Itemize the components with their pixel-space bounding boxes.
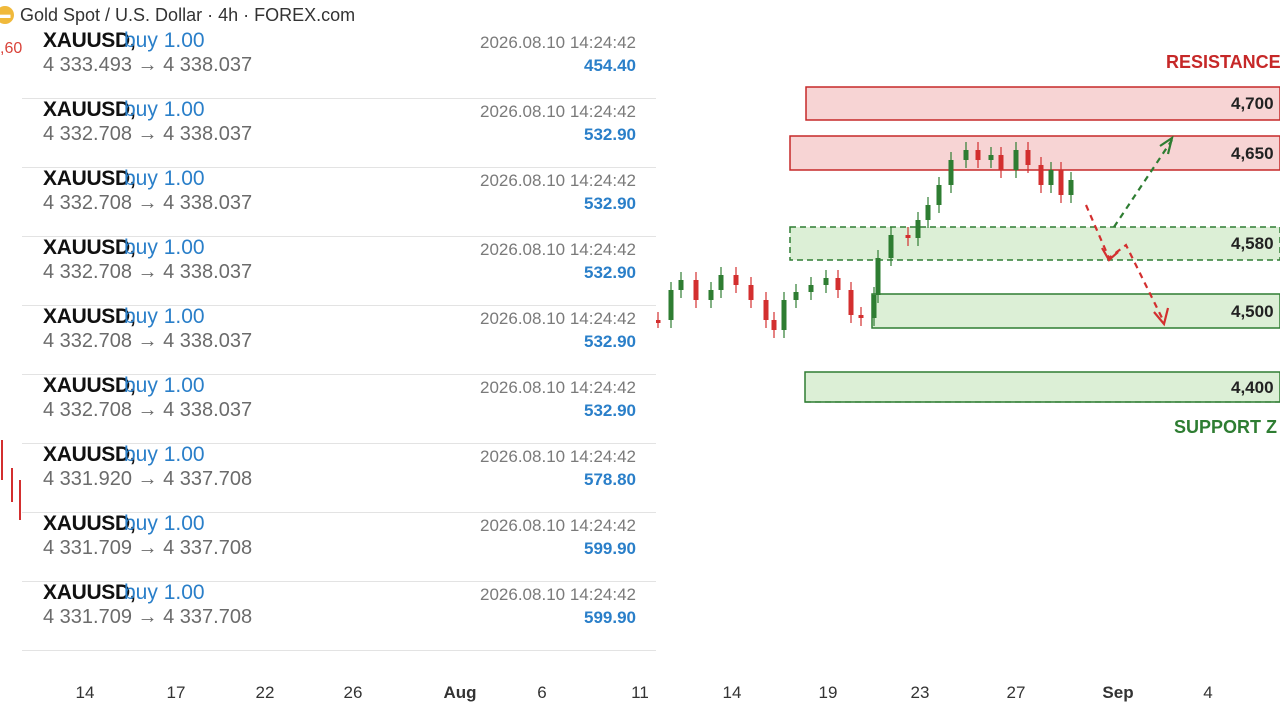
- trade-profit: 532.90: [584, 332, 636, 351]
- support-zone-label: SUPPORT Z: [1174, 417, 1278, 437]
- trade-time: 2026.08.10 14:24:42: [480, 447, 636, 466]
- trade-row[interactable]: XAUUSD, buy 1.00 4 332.708 → 4 338.037 2026…: [22, 167, 656, 237]
- trade-prices: 4 331.709 → 4 337.708: [43, 537, 253, 559]
- date-tick: 11: [631, 683, 649, 702]
- trade-side: buy 1.00: [124, 374, 205, 397]
- date-tick: 14: [75, 683, 95, 702]
- trade-time: 2026.08.10 14:24:42: [480, 240, 636, 259]
- date-tick: 14: [722, 683, 742, 702]
- trade-list: XAUUSD, buy 1.00 4 333.493 → 4 338.037 2026…: [22, 29, 656, 651]
- trade-time: 2026.08.10 14:24:42: [480, 171, 636, 190]
- level-4580: 4,580: [1231, 234, 1274, 253]
- support-zone-4500: [871, 293, 1280, 329]
- date-tick: 23: [910, 683, 930, 702]
- bullish-projection-arrow: [1113, 135, 1174, 228]
- trade-symbol: XAUUSD,: [43, 167, 136, 190]
- trade-prices: 4 332.708 → 4 338.037: [43, 261, 253, 283]
- date-tick: 17: [166, 683, 186, 702]
- trade-time: 2026.08.10 14:24:42: [480, 378, 636, 397]
- trade-symbol: XAUUSD,: [43, 305, 136, 328]
- trade-profit: 532.90: [584, 263, 636, 282]
- trade-prices: 4 333.493 → 4 338.037: [43, 54, 253, 76]
- trade-symbol: XAUUSD,: [43, 29, 136, 52]
- trade-time: 2026.08.10 14:24:42: [480, 102, 636, 121]
- price-chart[interactable]: [656, 0, 1280, 680]
- trade-symbol: XAUUSD,: [43, 98, 136, 121]
- trade-side: buy 1.00: [124, 29, 205, 52]
- bearish-projection-arrow: [1084, 204, 1170, 327]
- trade-row[interactable]: XAUUSD, buy 1.00 4 331.920 → 4 337.708 2026…: [22, 443, 656, 513]
- date-tick: 26: [343, 683, 363, 702]
- date-tick: 27: [1006, 683, 1026, 702]
- support-zone-4580: [789, 226, 1280, 261]
- trade-profit: 532.90: [584, 125, 636, 144]
- trade-row[interactable]: XAUUSD, buy 1.00 4 331.709 → 4 337.708 2026…: [22, 581, 656, 651]
- trade-profit: 599.90: [584, 539, 636, 558]
- date-tick: Sep: [1102, 683, 1134, 702]
- trade-side: buy 1.00: [124, 512, 205, 535]
- trade-time: 2026.08.10 14:24:42: [480, 33, 636, 52]
- resistance-zone-4700: [805, 86, 1280, 121]
- trade-symbol: XAUUSD,: [43, 374, 136, 397]
- trade-prices: 4 332.708 → 4 338.037: [43, 330, 253, 352]
- date-tick: 22: [255, 683, 275, 702]
- trade-profit: 599.90: [584, 608, 636, 627]
- trade-time: 2026.08.10 14:24:42: [480, 585, 636, 604]
- trade-prices: 4 332.708 → 4 338.037: [43, 399, 253, 421]
- trade-profit: 454.40: [584, 56, 636, 75]
- trade-time: 2026.08.10 14:24:42: [480, 516, 636, 535]
- level-4400: 4,400: [1231, 378, 1274, 397]
- trade-profit: 578.80: [584, 470, 636, 489]
- support-zone-4400: [804, 371, 1280, 403]
- trade-side: buy 1.00: [124, 305, 205, 328]
- resistance-zone-4650: [789, 135, 1280, 171]
- trade-row[interactable]: XAUUSD, buy 1.00 4 332.708 → 4 338.037 2026…: [22, 305, 656, 375]
- trade-time: 2026.08.10 14:24:42: [480, 309, 636, 328]
- trade-prices: 4 331.709 → 4 337.708: [43, 606, 253, 628]
- trade-prices: 4 332.708 → 4 338.037: [43, 192, 253, 214]
- trade-side: buy 1.00: [124, 167, 205, 190]
- level-4500: 4,500: [1231, 302, 1274, 321]
- gold-coin-icon: ▬: [0, 6, 14, 24]
- date-tick: 6: [537, 683, 547, 702]
- left-candle-fragment: [1, 440, 21, 520]
- trade-row[interactable]: XAUUSD, buy 1.00 4 332.708 → 4 338.037 2026…: [22, 98, 656, 168]
- trade-row[interactable]: XAUUSD, buy 1.00 4 333.493 → 4 338.037 2026…: [22, 29, 656, 99]
- resistance-zone-label: RESISTANCE Z: [1166, 52, 1280, 72]
- trade-symbol: XAUUSD,: [43, 581, 136, 604]
- trade-symbol: XAUUSD,: [43, 512, 136, 535]
- trade-row[interactable]: XAUUSD, buy 1.00 4 332.708 → 4 338.037 2026…: [22, 374, 656, 444]
- trade-profit: 532.90: [584, 194, 636, 213]
- trade-side: buy 1.00: [124, 581, 205, 604]
- trade-symbol: XAUUSD,: [43, 443, 136, 466]
- chart-header: ▬ Gold Spot / U.S. Dollar · 4h · FOREX.c…: [0, 0, 355, 30]
- trade-symbol: XAUUSD,: [43, 236, 136, 259]
- date-axis: 14 17 22 26 Aug 6 11 14 19 23 27 Sep 4: [0, 680, 1280, 710]
- chart-title: Gold Spot / U.S. Dollar · 4h · FOREX.com: [20, 4, 356, 25]
- level-4650: 4,650: [1231, 144, 1274, 163]
- trade-prices: 4 332.708 → 4 338.037: [43, 123, 253, 145]
- date-tick: 19: [818, 683, 838, 702]
- trade-side: buy 1.00: [124, 98, 205, 121]
- date-tick: Aug: [443, 683, 477, 702]
- trade-row[interactable]: XAUUSD, buy 1.00 4 332.708 → 4 338.037 2026…: [22, 236, 656, 306]
- candles: [656, 142, 1074, 338]
- date-tick: 4: [1203, 683, 1213, 702]
- trade-row[interactable]: XAUUSD, buy 1.00 4 331.709 → 4 337.708 2026…: [22, 512, 656, 582]
- trade-side: buy 1.00: [124, 236, 205, 259]
- level-4700: 4,700: [1231, 94, 1274, 113]
- trade-prices: 4 331.920 → 4 337.708: [43, 468, 253, 490]
- left-price-label: ,60: [0, 40, 23, 57]
- trade-side: buy 1.00: [124, 443, 205, 466]
- trade-profit: 532.90: [584, 401, 636, 420]
